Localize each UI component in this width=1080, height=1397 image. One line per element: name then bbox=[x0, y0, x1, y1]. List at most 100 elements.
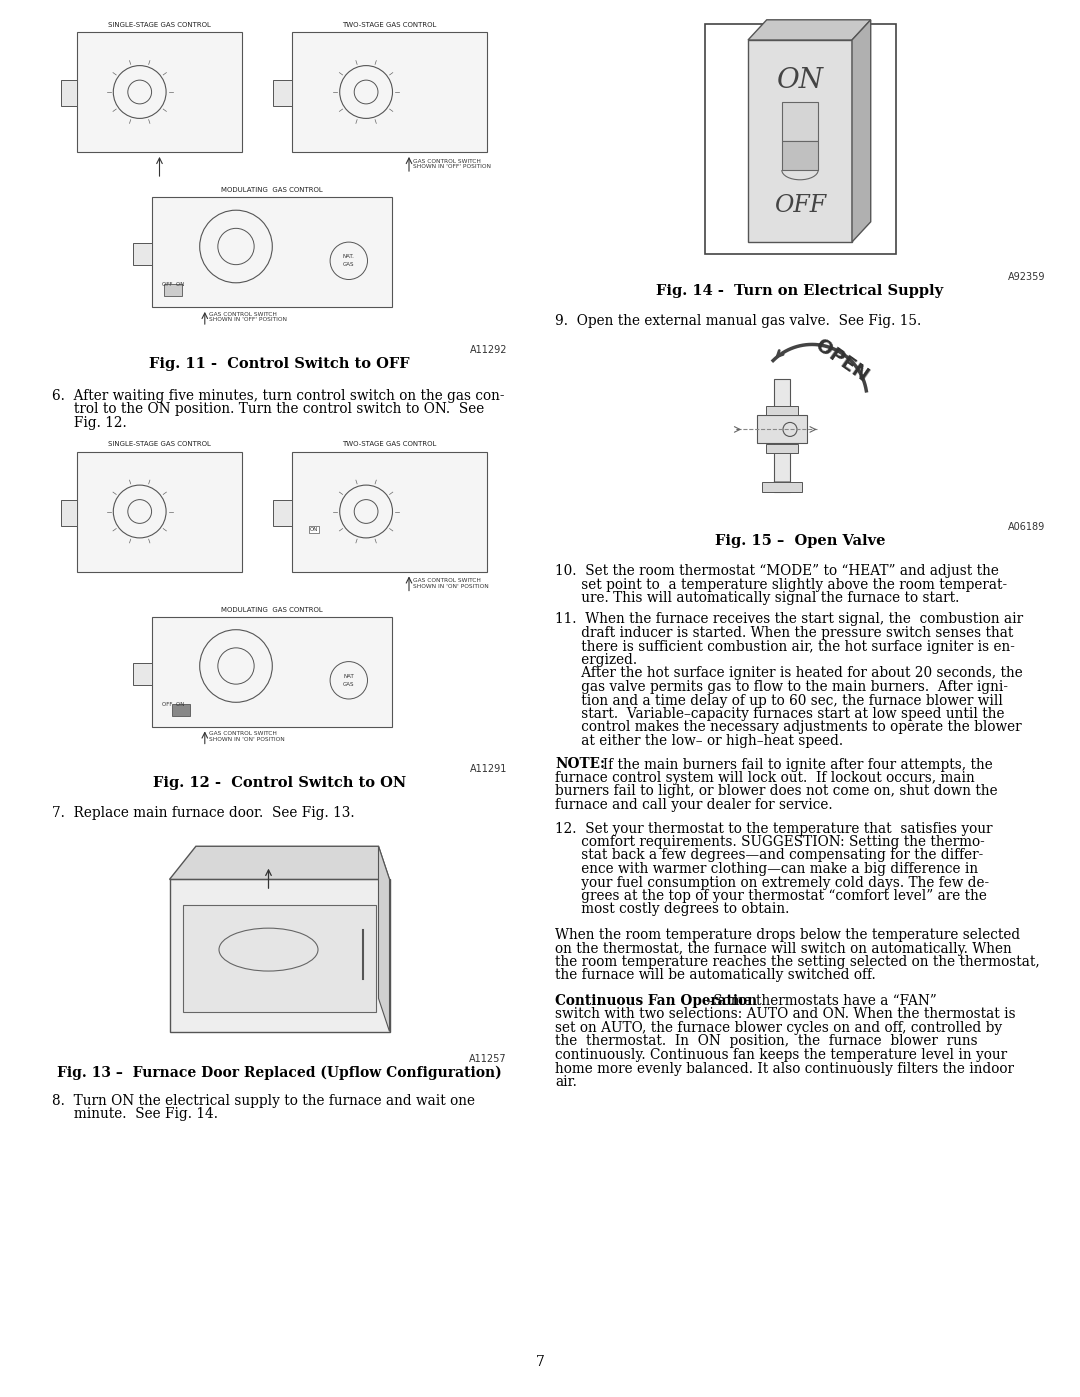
Bar bbox=[762, 482, 802, 492]
Bar bbox=[183, 905, 376, 1011]
Text: home more evenly balanced. It also continuously filters the indoor: home more evenly balanced. It also conti… bbox=[555, 1062, 1014, 1076]
Polygon shape bbox=[852, 20, 870, 242]
Text: 6.  After waiting five minutes, turn control switch on the gas con-: 6. After waiting five minutes, turn cont… bbox=[52, 388, 504, 402]
Bar bbox=[757, 415, 807, 443]
Polygon shape bbox=[774, 482, 789, 492]
Text: set on AUTO, the furnace blower cycles on and off, controlled by: set on AUTO, the furnace blower cycles o… bbox=[555, 1021, 1002, 1035]
Text: 7: 7 bbox=[536, 1355, 544, 1369]
Text: GAS: GAS bbox=[343, 682, 354, 687]
Text: –Some thermostats have a “FAN”: –Some thermostats have a “FAN” bbox=[702, 995, 936, 1009]
Text: control makes the necessary adjustments to operate the blower: control makes the necessary adjustments … bbox=[555, 721, 1022, 735]
Bar bbox=[60, 500, 77, 525]
Text: OPEN: OPEN bbox=[812, 335, 873, 386]
Text: most costly degrees to obtain.: most costly degrees to obtain. bbox=[555, 902, 789, 916]
Text: at either the low– or high–heat speed.: at either the low– or high–heat speed. bbox=[555, 733, 843, 747]
Text: ON: ON bbox=[310, 527, 319, 532]
Bar bbox=[766, 444, 798, 454]
Bar bbox=[77, 32, 242, 152]
Text: GAS CONTROL SWITCH
SHOWN IN 'OFF' POSITION: GAS CONTROL SWITCH SHOWN IN 'OFF' POSITI… bbox=[413, 159, 491, 169]
Bar bbox=[152, 616, 392, 726]
Text: furnace and call your dealer for service.: furnace and call your dealer for service… bbox=[555, 798, 833, 812]
Text: start.  Variable–capacity furnaces start at low speed until the: start. Variable–capacity furnaces start … bbox=[555, 707, 1004, 721]
Text: 7.  Replace main furnace door.  See Fig. 13.: 7. Replace main furnace door. See Fig. 1… bbox=[52, 806, 354, 820]
Text: set point to  a temperature slightly above the room temperat-: set point to a temperature slightly abov… bbox=[555, 577, 1008, 591]
Text: SINGLE-STAGE GAS CONTROL: SINGLE-STAGE GAS CONTROL bbox=[108, 22, 211, 28]
Text: comfort requirements. SUGGESTION: Setting the thermo-: comfort requirements. SUGGESTION: Settin… bbox=[555, 835, 985, 849]
Text: air.: air. bbox=[555, 1076, 577, 1090]
Text: OFF: OFF bbox=[774, 194, 826, 217]
Polygon shape bbox=[378, 847, 390, 1031]
Text: tion and a time delay of up to 60 sec, the furnace blower will: tion and a time delay of up to 60 sec, t… bbox=[555, 693, 1003, 707]
Bar bbox=[748, 41, 852, 242]
Bar bbox=[782, 102, 819, 141]
Text: the  thermostat.  In  ON  position,  the  furnace  blower  runs: the thermostat. In ON position, the furn… bbox=[555, 1035, 977, 1049]
Bar bbox=[704, 24, 895, 254]
Polygon shape bbox=[170, 847, 390, 879]
Text: ure. This will automatically signal the furnace to start.: ure. This will automatically signal the … bbox=[555, 591, 959, 605]
Text: on the thermostat, the furnace will switch on automatically. When: on the thermostat, the furnace will swit… bbox=[555, 942, 1012, 956]
Bar bbox=[766, 407, 798, 415]
Text: NOTE:: NOTE: bbox=[555, 757, 605, 771]
Text: GAS CONTROL SWITCH
SHOWN IN 'ON' POSITION: GAS CONTROL SWITCH SHOWN IN 'ON' POSITIO… bbox=[413, 578, 489, 590]
Text: your fuel consumption on extremely cold days. The few de-: your fuel consumption on extremely cold … bbox=[555, 876, 989, 890]
Bar bbox=[77, 451, 242, 571]
Text: Continuous Fan Operation: Continuous Fan Operation bbox=[555, 995, 757, 1009]
Bar bbox=[172, 704, 190, 715]
Text: MODULATING  GAS CONTROL: MODULATING GAS CONTROL bbox=[221, 606, 323, 612]
Bar bbox=[272, 500, 292, 525]
Text: OFF  ON: OFF ON bbox=[162, 282, 185, 288]
Text: Fig. 13 –  Furnace Door Replaced (Upflow Configuration): Fig. 13 – Furnace Door Replaced (Upflow … bbox=[57, 1066, 502, 1080]
Polygon shape bbox=[748, 20, 870, 41]
Text: trol to the ON position. Turn the control switch to ON.  See: trol to the ON position. Turn the contro… bbox=[52, 402, 484, 416]
Bar bbox=[133, 243, 152, 265]
Text: After the hot surface igniter is heated for about 20 seconds, the: After the hot surface igniter is heated … bbox=[555, 666, 1023, 680]
Text: A92359: A92359 bbox=[1008, 272, 1045, 282]
Text: ON: ON bbox=[777, 67, 824, 94]
Text: 8.  Turn ON the electrical supply to the furnace and wait one: 8. Turn ON the electrical supply to the … bbox=[52, 1094, 475, 1108]
Bar bbox=[292, 32, 487, 152]
Text: If the main burners fail to ignite after four attempts, the: If the main burners fail to ignite after… bbox=[594, 757, 993, 771]
Bar bbox=[292, 451, 487, 571]
Text: switch with two selections: AUTO and ON. When the thermostat is: switch with two selections: AUTO and ON.… bbox=[555, 1007, 1015, 1021]
Text: SINGLE-STAGE GAS CONTROL: SINGLE-STAGE GAS CONTROL bbox=[108, 441, 211, 447]
Bar bbox=[152, 197, 392, 307]
Text: NAT.: NAT. bbox=[342, 254, 354, 260]
Text: draft inducer is started. When the pressure switch senses that: draft inducer is started. When the press… bbox=[555, 626, 1013, 640]
Text: 9.  Open the external manual gas valve.  See Fig. 15.: 9. Open the external manual gas valve. S… bbox=[555, 314, 921, 328]
Text: OFF  ON: OFF ON bbox=[162, 703, 185, 707]
Text: A11291: A11291 bbox=[470, 764, 507, 774]
Text: minute.  See Fig. 14.: minute. See Fig. 14. bbox=[52, 1106, 218, 1120]
Text: gas valve permits gas to flow to the main burners.  After igni-: gas valve permits gas to flow to the mai… bbox=[555, 680, 1008, 694]
Text: Fig. 11 -  Control Switch to OFF: Fig. 11 - Control Switch to OFF bbox=[149, 358, 409, 372]
Text: GAS CONTROL SWITCH
SHOWN IN 'ON' POSITION: GAS CONTROL SWITCH SHOWN IN 'ON' POSITIO… bbox=[208, 731, 284, 742]
Text: GAS: GAS bbox=[343, 263, 354, 267]
Text: A06189: A06189 bbox=[1008, 522, 1045, 532]
Text: TWO-STAGE GAS CONTROL: TWO-STAGE GAS CONTROL bbox=[342, 22, 436, 28]
Text: ence with warmer clothing—can make a big difference in: ence with warmer clothing—can make a big… bbox=[555, 862, 978, 876]
Text: the room temperature reaches the setting selected on the thermostat,: the room temperature reaches the setting… bbox=[555, 956, 1040, 970]
Bar bbox=[164, 284, 183, 296]
Text: furnace control system will lock out.  If lockout occurs, main: furnace control system will lock out. If… bbox=[555, 771, 975, 785]
Text: A11257: A11257 bbox=[470, 1053, 507, 1063]
Text: burners fail to light, or blower does not come on, shut down the: burners fail to light, or blower does no… bbox=[555, 785, 998, 799]
Bar bbox=[272, 80, 292, 106]
Text: Fig. 12 -  Control Switch to ON: Fig. 12 - Control Switch to ON bbox=[153, 777, 406, 791]
Bar bbox=[60, 80, 77, 106]
Bar bbox=[774, 379, 789, 492]
Bar bbox=[170, 879, 390, 1031]
Text: 11.  When the furnace receives the start signal, the  combustion air: 11. When the furnace receives the start … bbox=[555, 612, 1023, 626]
Text: TWO-STAGE GAS CONTROL: TWO-STAGE GAS CONTROL bbox=[342, 441, 436, 447]
Text: MODULATING  GAS CONTROL: MODULATING GAS CONTROL bbox=[221, 187, 323, 193]
Text: GAS CONTROL SWITCH
SHOWN IN 'OFF' POSITION: GAS CONTROL SWITCH SHOWN IN 'OFF' POSITI… bbox=[208, 312, 287, 323]
Bar bbox=[133, 662, 152, 685]
Bar bbox=[782, 141, 819, 170]
Text: 12.  Set your thermostat to the temperature that  satisfies your: 12. Set your thermostat to the temperatu… bbox=[555, 821, 993, 835]
Text: the furnace will be automatically switched off.: the furnace will be automatically switch… bbox=[555, 968, 876, 982]
Text: NAT: NAT bbox=[343, 673, 354, 679]
Text: Fig. 12.: Fig. 12. bbox=[52, 416, 126, 430]
Text: there is sufficient combustion air, the hot surface igniter is en-: there is sufficient combustion air, the … bbox=[555, 640, 1015, 654]
Text: continuously. Continuous fan keeps the temperature level in your: continuously. Continuous fan keeps the t… bbox=[555, 1048, 1008, 1062]
Text: Fig. 14 -  Turn on Electrical Supply: Fig. 14 - Turn on Electrical Supply bbox=[657, 284, 944, 298]
Text: A11292: A11292 bbox=[470, 345, 507, 355]
Text: 10.  Set the room thermostat “MODE” to “HEAT” and adjust the: 10. Set the room thermostat “MODE” to “H… bbox=[555, 564, 999, 578]
